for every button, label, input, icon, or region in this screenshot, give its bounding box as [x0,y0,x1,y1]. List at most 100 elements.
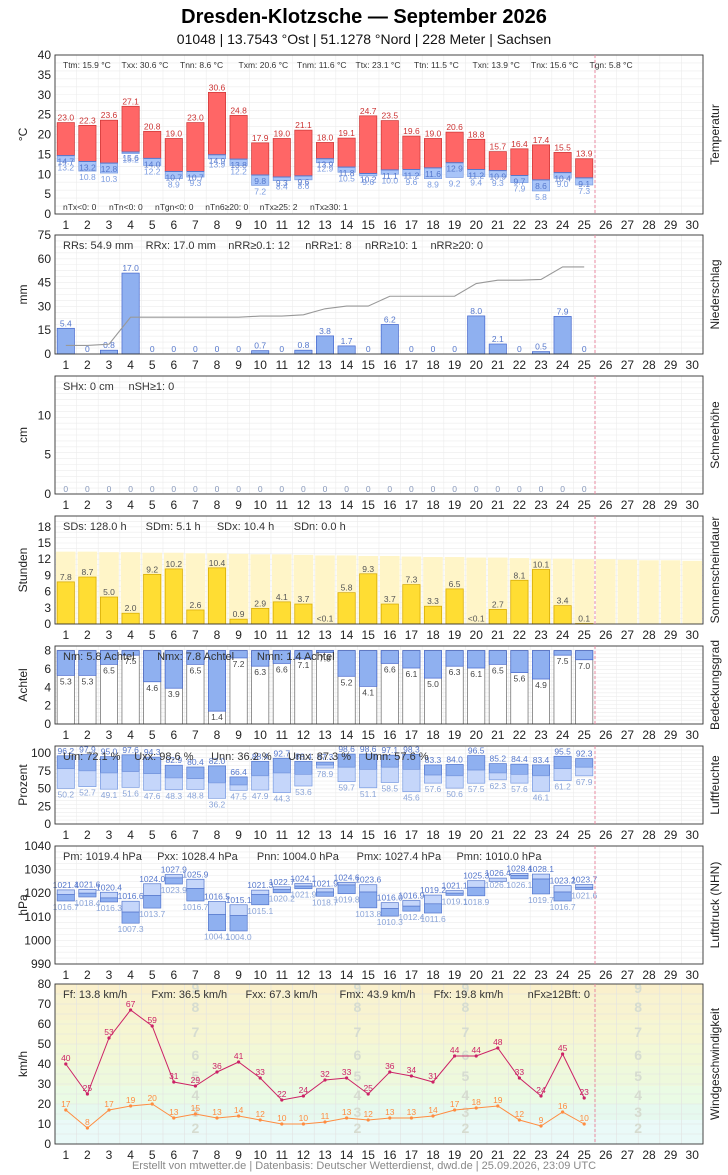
page-title: Dresden-Klotzsche — September 2026 [181,6,547,28]
humidity-max-label: 97.9 [79,745,96,755]
cloud-clear-bar [251,650,270,667]
stat-text: nTn<0: 0 [109,202,143,212]
humidity-min-label: 50.2 [58,789,75,799]
pressure-min-label: 1021.9 [290,890,316,900]
sun-label: 10.4 [209,558,226,568]
humidity-upper-bar [229,776,248,786]
x-tick-label: 30 [686,628,700,642]
x-tick-label: 1 [62,728,69,742]
humidity-lower-bar [294,774,313,787]
snow-label: 0 [171,484,176,494]
wind-gust-label: 31 [428,1071,438,1081]
temp-min-label: 12.2 [230,167,247,177]
x-tick-label: 24 [556,968,570,982]
wind-mean-point [474,1106,478,1110]
panel-label: Schneehöhe [708,401,722,469]
x-tick-label: 11 [276,498,289,512]
x-tick-label: 7 [192,728,199,742]
stat-text: Umx: 87.3 % [288,751,351,763]
pressure-upper-bar [424,894,442,905]
beaufort-label: 6 [354,1047,362,1063]
humidity-upper-bar [164,764,183,779]
pressure-lower-bar [359,891,378,909]
y-tick-label: 30 [38,1077,52,1091]
pressure-lower-bar [424,903,442,914]
y-tick-label: 12 [38,552,52,566]
pressure-lower-bar [402,905,421,912]
x-tick-label: 12 [297,358,311,372]
x-tick-label: 10 [254,628,268,642]
humidity-lower-bar [445,775,464,789]
x-tick-label: 18 [426,968,440,982]
stat-text: Pxx: 1028.4 hPa [157,851,239,863]
sun-label: 10.2 [166,559,183,569]
x-tick-label: 4 [127,968,134,982]
snow-label: 0 [323,484,328,494]
cloud-label: 4.6 [146,683,158,693]
temp-max-bar [164,138,183,172]
stat-text: Um: 72.1 % [63,751,121,763]
x-tick-label: 6 [170,728,177,742]
cloud-clear-bar [402,650,421,669]
pressure-lower-bar [380,908,399,917]
snow-label: 0 [452,484,457,494]
x-tick-label: 24 [556,358,570,372]
x-tick-label: 11 [276,828,289,842]
x-tick-label: 7 [192,1148,199,1162]
x-tick-label: 11 [276,628,289,642]
temp-max-label: 23.6 [101,110,118,120]
panel-frame [54,515,704,625]
wind-gust-label: 44 [450,1045,460,1055]
beaufort-label: 6 [192,1047,200,1063]
pressure-max-label: 1023.2 [550,876,576,886]
temp-max-bar [488,151,507,172]
panel-frame [54,845,704,965]
humidity-min-label: 51.6 [122,788,139,798]
cloud-clear-bar [186,650,205,665]
pressure-max-label: 1022.7 [269,877,295,887]
x-tick-label: 30 [686,728,700,742]
humidity-lower-bar [208,782,226,799]
humidity-min-label: 57.6 [425,784,442,794]
x-tick-label: 8 [214,968,221,982]
pressure-max-label: 1023.6 [355,875,381,885]
x-tick-label: 26 [599,968,613,982]
wind-mean-label: 16 [558,1101,568,1111]
sun-label: 3.7 [384,594,396,604]
x-tick-label: 23 [534,498,548,512]
x-tick-label: 9 [235,828,242,842]
pressure-lower-bar [251,894,270,906]
humidity-upper-bar [251,760,270,777]
snow-label: 0 [128,484,133,494]
cloud-clear-bar [78,650,97,676]
snow-label: 0 [474,484,479,494]
wind-mean-label: 8 [85,1117,90,1127]
sun-bar [532,569,550,625]
x-tick-label: 24 [556,828,570,842]
temp-min-label: 9.3 [189,178,201,188]
sun-label: 5.0 [103,587,115,597]
x-tick-label: 28 [642,1148,656,1162]
humidity-lower-bar [553,768,572,781]
snow-label: 0 [150,484,155,494]
temp-max-bar [251,142,270,176]
temp-max-bar [56,122,75,156]
beaufort-label: 9 [192,980,200,996]
pressure-upper-bar [251,889,270,895]
pressure-max-label: 1021.9 [312,879,338,889]
temp-max-label: 15.7 [490,142,507,152]
pressure-min-label: 1016.7 [53,902,79,912]
pressure-upper-bar [121,900,140,913]
x-tick-label: 10 [254,218,268,232]
stat-text: Pnn: 1004.0 hPa [257,851,340,863]
panel-label: Temperatur [708,104,722,165]
beaufort-label: 4 [634,1087,642,1103]
y-tick-label: 0 [44,487,51,501]
x-tick-label: 8 [214,358,221,372]
sun-possible-bar [574,559,594,624]
humidity-max-label: 88.4 [252,751,269,761]
y-tick-label: 1030 [24,863,51,877]
stat-text: nTx≥25: 2 [260,202,298,212]
cloud-label: 5.6 [513,674,525,684]
sun-possible-bar [466,557,486,624]
